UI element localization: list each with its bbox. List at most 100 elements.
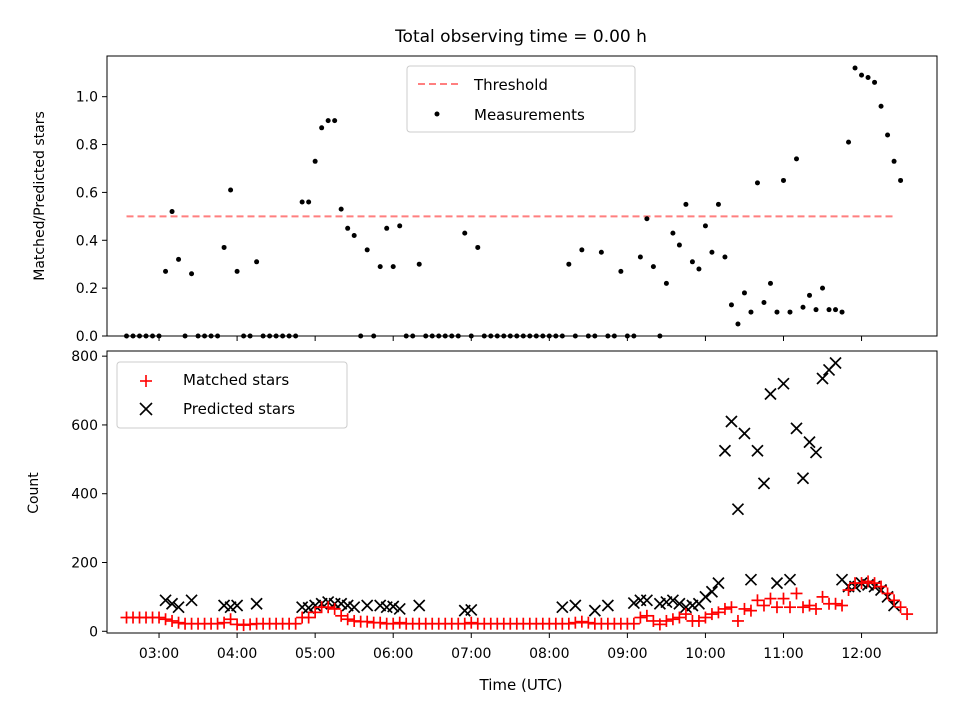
matched-star-point [783,601,796,614]
measurement-point [351,232,357,238]
predicted-star-point [666,594,680,607]
measurement-point [390,264,396,270]
ratio-y-axis-label: Matched/Predicted stars [32,111,48,281]
ratio-y-tick-label: 0.0 [76,329,98,345]
measurement-point [176,256,182,262]
measurement-point [754,180,760,186]
measurement-point [228,187,234,193]
predicted-star-point [413,599,426,612]
matched-star-point [159,613,172,626]
matched-star-point [660,614,673,627]
count-panel: 03:00 04:00 05:00 06:00 07:00 08:00 09:00 10:00… [26,349,938,694]
measurement-point [319,125,325,131]
predicted-star-point [796,472,810,485]
measurement-point [872,79,878,85]
measurement-point [826,307,832,313]
matched-star-point [224,613,237,626]
x-tick-label: 09:00 [607,646,647,662]
predicted-star-point [829,356,842,370]
matched-star-point [738,602,751,615]
measurement-point [722,254,728,260]
predicted-star-point [601,599,614,612]
matched-star-point [653,618,666,631]
matched-star-point [218,616,231,629]
measurement-point [234,268,240,274]
legend-threshold-label: Threshold [473,76,548,94]
predicted-star-point [361,599,374,612]
predicted-star-point [738,427,751,440]
ratio-panel-frame [106,55,938,337]
ratio-y-tick-label: 0.4 [76,233,98,249]
x-tick-label: 11:00 [763,646,803,662]
measurement-point [416,261,422,267]
x-tick-label: 08:00 [529,646,569,662]
measurement-point [715,201,721,207]
count-y-tick-label: 200 [71,556,98,572]
count-y-tick-label: 0 [89,624,98,640]
measurement-point [566,261,572,267]
measurement-point [338,206,344,212]
matched-star-point [790,587,803,600]
predicted-star-point [783,573,797,586]
measurement-point [898,177,904,183]
predicted-star-point [393,602,406,616]
matched-star-point [322,601,335,614]
matched-star-point [699,611,712,624]
matched-star-point [309,606,322,619]
predicted-star-point [809,446,823,459]
matched-star-point [335,609,348,622]
matched-star-point [881,587,894,600]
matched-star-point [842,584,855,597]
matched-star-point [836,599,849,612]
measurement-point [312,158,318,164]
chart-title: Total observing time = 0.00 h [394,27,647,47]
matched-star-point [725,601,738,614]
measurement-point [663,280,669,286]
matched-star-point [751,594,764,607]
legend-predicted-label: Predicted stars [183,400,295,418]
measurement-point [384,225,390,231]
measurement-point [846,139,852,145]
measurement-point [748,309,754,315]
count-plot-area [120,356,914,632]
matched-star-point [868,577,881,590]
measurement-point [254,259,260,265]
matched-legend-swatch [140,375,152,387]
measurement-point [670,230,676,236]
x-axis-label: Time (UTC) [479,676,563,694]
predicted-star-point [250,597,263,610]
x-tick-label: 07:00 [451,646,491,662]
measurement-point [852,65,858,71]
measurement-point [800,304,806,310]
predicted-star-point [744,573,758,586]
measurement-point [397,223,403,229]
predicted-star-point [718,444,732,457]
predicted-star-point [387,600,400,613]
measurement-point [377,264,383,270]
ratio-y-tick-label: 0.8 [76,138,98,154]
measurement-point [787,309,793,315]
count-legend-box [116,361,348,429]
matched-star-point [764,592,777,605]
predicted-star-point [757,477,771,490]
x-tick-label: 10:00 [685,646,725,662]
predicted-star-point [159,594,172,607]
matched-star-point [894,601,907,614]
predicted-star-point [627,596,640,610]
ratio-panel: 0.0 0.2 0.4 0.6 0.8 1.0 Matched/Predicted sta… [32,55,938,345]
measurement-point [325,118,331,124]
measurement-point [761,299,767,305]
measurement-point [364,247,370,253]
matched-star-point [744,604,757,617]
matched-star-point [875,580,888,593]
matched-star-point [731,614,744,627]
x-tick-label: 05:00 [295,646,335,662]
predicted-star-point [172,601,185,614]
measurement-point [306,199,312,205]
ratio-y-tick-label: 0.2 [76,281,98,297]
measurement-point [169,209,175,215]
predicted-star-point [640,594,653,607]
matched-star-point [328,602,341,615]
measurement-point [709,249,715,255]
count-panel-frame [106,350,938,634]
